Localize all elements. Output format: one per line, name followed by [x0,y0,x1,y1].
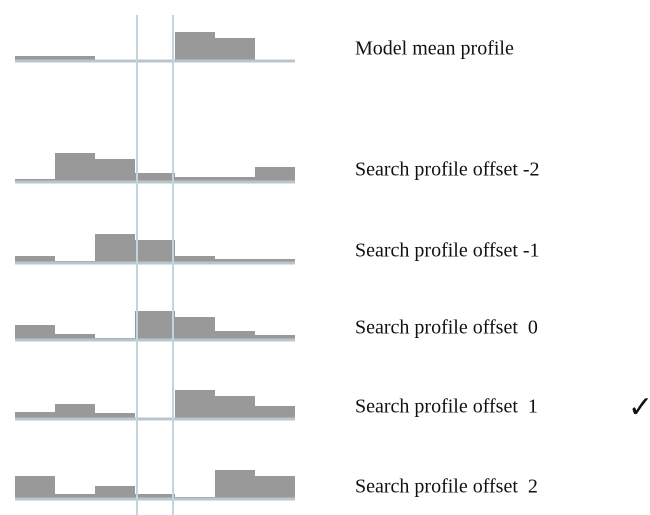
profile-bar [215,470,255,498]
profile-bar [95,413,135,418]
row-label: Search profile offset 1 [355,396,538,418]
profile-bar [175,317,215,339]
profile-bar [15,412,55,418]
profile-bar [175,177,215,181]
profile-bar [55,404,95,418]
row-label: Search profile offset -2 [355,159,540,181]
profile-bar [255,476,295,498]
row-label: Search profile offset 0 [355,317,538,339]
profile-bar [175,32,215,60]
profile-bar [215,38,255,60]
checkmark: ✓ [628,391,650,424]
profile-bar [15,325,55,339]
profile-bar [55,153,95,181]
profile-bar [55,56,95,60]
profile-bar [255,259,295,262]
profile-bar [215,331,255,339]
profile-bar [15,476,55,498]
profile-bar [215,177,255,181]
profile-bar [95,159,135,181]
profile-bar [135,311,175,339]
profile-bar [95,486,135,498]
profile-bar [255,335,295,339]
profile-bar [95,234,135,262]
profile-bar [55,494,95,498]
row-label: Search profile offset 2 [355,476,538,498]
profile-bar [135,173,175,181]
profile-bar [15,56,55,60]
profile-bar [215,259,255,262]
profile-bar [255,167,295,181]
profile-bar [55,334,95,339]
profile-bar [135,494,175,498]
row-label: Model mean profile [355,38,514,60]
profile-bar [135,240,175,262]
profile-bar [215,396,255,418]
profile-bar [255,406,295,418]
row-label: Search profile offset -1 [355,240,540,262]
profile-bar [175,256,215,262]
profile-bar [175,390,215,418]
profile-bar [15,256,55,262]
profile-bar [15,179,55,181]
